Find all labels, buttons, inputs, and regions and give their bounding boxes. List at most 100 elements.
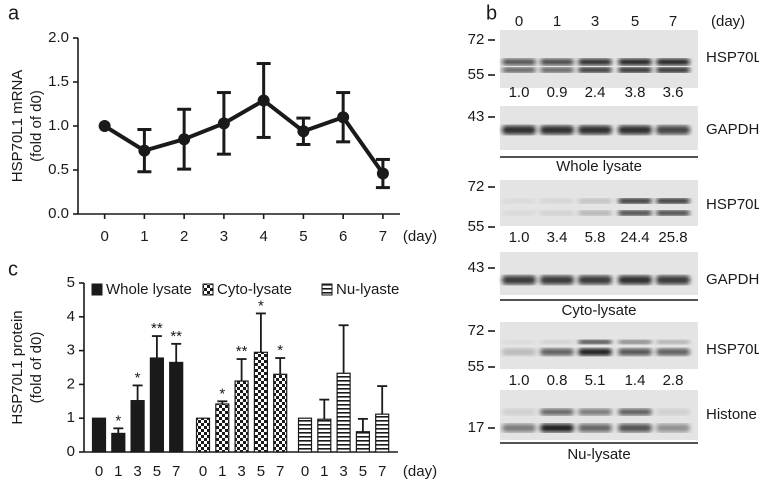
error-bar — [357, 417, 368, 432]
y-tick-label: 4 — [67, 308, 75, 325]
blot-band — [618, 210, 652, 216]
fraction-label: Nu-lysate — [567, 446, 630, 463]
error-bar — [171, 342, 182, 363]
x-tick-label: 4 — [259, 228, 267, 245]
y-tick-label: 3 — [67, 342, 75, 359]
x-tick-label: 5 — [299, 228, 307, 245]
blot-band — [502, 67, 536, 73]
bar — [297, 417, 313, 453]
bar — [130, 400, 145, 453]
band-quant: 3.8 — [625, 84, 646, 101]
data-point — [138, 144, 151, 157]
error-bar — [132, 384, 143, 401]
blot-band — [618, 340, 652, 344]
bar — [253, 351, 268, 453]
band-quant: 25.8 — [658, 229, 687, 246]
blot-band — [656, 348, 690, 356]
band-quant: 1.0 — [509, 229, 530, 246]
y-tick-label: 0.5 — [48, 161, 69, 178]
error-bar — [338, 324, 349, 374]
x-axis-label: (day) — [403, 463, 437, 480]
blot-band — [618, 409, 652, 415]
x-tick-label: 1 — [218, 463, 226, 480]
x-tick-label: 1 — [140, 228, 148, 245]
bar — [169, 361, 184, 453]
blot-band — [656, 198, 690, 204]
data-point — [376, 167, 389, 180]
error-bar — [255, 312, 266, 353]
blot-band — [578, 275, 612, 285]
blot-band — [618, 59, 652, 65]
lane-label: 1 — [553, 13, 561, 30]
blot-membrane — [500, 252, 698, 295]
marker-label: 72 — [468, 178, 485, 195]
lane-label: 0 — [515, 13, 523, 30]
fraction-label: Whole lysate — [556, 158, 642, 175]
blot-band — [502, 125, 536, 135]
bar — [111, 432, 126, 453]
error-bar — [377, 385, 388, 415]
lane-label: 7 — [669, 13, 677, 30]
significance: * — [135, 369, 141, 386]
bar — [317, 418, 332, 453]
blot-band — [578, 348, 612, 356]
blot-band — [540, 275, 574, 285]
x-tick-label: 3 — [220, 228, 228, 245]
blot-band — [540, 348, 574, 356]
data-point — [217, 117, 230, 130]
x-tick-label: 1 — [320, 463, 328, 480]
blot-membrane — [500, 322, 698, 369]
x-tick-label: 0 — [100, 228, 108, 245]
significance: ** — [170, 328, 182, 345]
blot-band — [656, 210, 690, 216]
bar — [234, 380, 249, 453]
band-quant: 1.0 — [509, 84, 530, 101]
marker-label: 55 — [468, 218, 485, 235]
legend-swatch — [321, 283, 333, 296]
blot-band — [656, 59, 690, 65]
blot-band — [502, 275, 536, 285]
error-bar — [113, 427, 124, 434]
data-point — [297, 125, 310, 138]
blot-band — [502, 210, 536, 216]
panel-letter: b — [486, 2, 497, 24]
x-tick-label: 6 — [339, 228, 347, 245]
marker-label: 43 — [468, 259, 485, 276]
significance: * — [277, 342, 283, 359]
band-quant: 5.8 — [585, 229, 606, 246]
bar — [273, 373, 288, 453]
data-point — [257, 94, 270, 107]
bar — [215, 403, 230, 453]
legend-swatch — [202, 283, 214, 296]
blot-band — [540, 59, 574, 65]
blot-band — [502, 340, 536, 344]
x-tick-label: 2 — [180, 228, 188, 245]
significance: ** — [236, 343, 248, 360]
blot-band — [540, 409, 574, 415]
blot-band — [502, 348, 536, 356]
fraction-label: Cyto-lysate — [561, 302, 636, 319]
blot-band — [540, 67, 574, 73]
x-tick-label: 3 — [133, 463, 141, 480]
bar — [336, 372, 351, 453]
blot-band — [578, 340, 612, 344]
x-axis-label: (day) — [403, 228, 437, 245]
marker-label: 43 — [468, 108, 485, 125]
protein-label: GAPDH — [706, 271, 759, 288]
protein-label: HSP70L1 — [706, 49, 759, 66]
x-tick-label: 5 — [257, 463, 265, 480]
bar — [195, 417, 211, 453]
data-point — [337, 111, 350, 124]
legend-label: Whole lysate — [106, 281, 192, 298]
x-tick-label: 5 — [153, 463, 161, 480]
x-tick-label: 7 — [172, 463, 180, 480]
data-line — [103, 98, 385, 175]
y-axis-label: HSP70L1 protein — [9, 310, 26, 424]
blot-band — [540, 210, 574, 216]
blot-band — [656, 275, 690, 285]
significance: * — [258, 297, 264, 314]
blot-band — [618, 67, 652, 73]
blot-band — [656, 67, 690, 73]
legend-swatch — [91, 283, 103, 296]
